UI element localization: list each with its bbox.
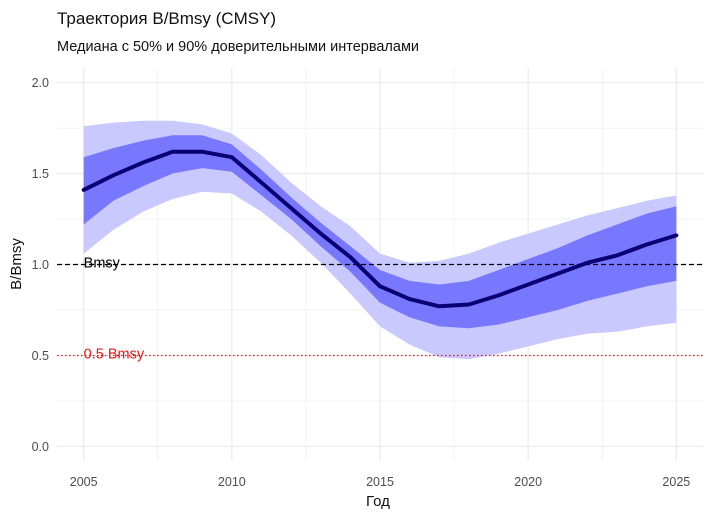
ci50-band: [83, 135, 677, 329]
chart-subtitle: Медиана с 50% и 90% доверительными интер…: [57, 39, 419, 55]
ref-label-bmsy: Bmsy: [84, 256, 121, 272]
y-tick-label: 1.5: [32, 167, 49, 181]
median-group: [81, 149, 679, 309]
chart-title: Траектория B/Bmsy (CMSY): [57, 9, 276, 28]
y-tick-label: 0.0: [32, 440, 49, 454]
confidence-bands: [83, 120, 677, 360]
y-tick-label: 0.5: [32, 349, 49, 363]
ref-label-0-5-bmsy: 0.5 Bmsy: [84, 346, 145, 362]
x-tick-label: 2010: [218, 475, 246, 489]
y-tick-labels: 0.0 0.5 1.0 1.5 2.0: [32, 76, 49, 454]
y-axis-title: B/Bmsy: [8, 238, 25, 290]
x-tick-labels: 2005 2010 2015 2020 2025: [70, 475, 691, 489]
x-tick-label: 2015: [366, 475, 394, 489]
x-tick-label: 2005: [70, 475, 98, 489]
x-tick-label: 2020: [514, 475, 542, 489]
x-axis-title: Год: [366, 493, 390, 510]
x-tick-label: 2025: [662, 475, 690, 489]
reference-lines: Bmsy 0.5 Bmsy: [57, 256, 703, 362]
median-line: [81, 149, 679, 309]
y-tick-label: 1.0: [32, 258, 49, 272]
y-tick-label: 2.0: [32, 76, 49, 90]
